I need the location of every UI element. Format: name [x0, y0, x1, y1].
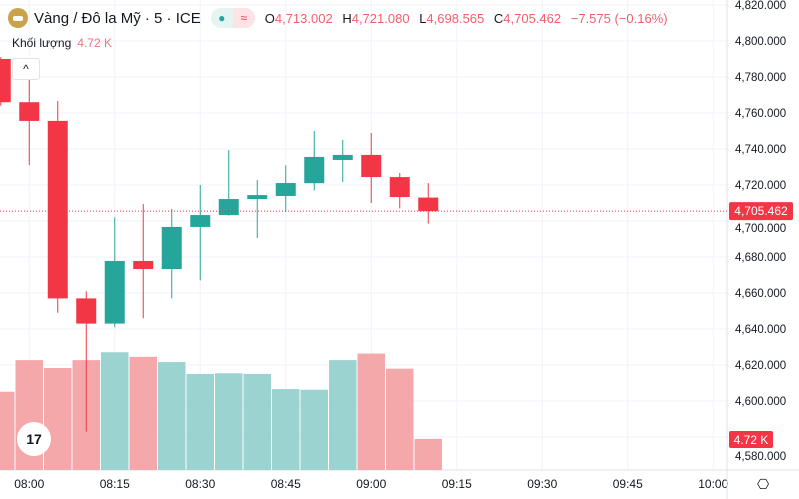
volume-bar — [357, 353, 385, 470]
y-tick-label: 4,700.000 — [735, 223, 786, 235]
candle-body — [104, 260, 125, 324]
candle-body — [304, 156, 325, 184]
volume-bar — [0, 391, 15, 470]
volume-bar — [272, 389, 300, 470]
volume-bar — [129, 356, 157, 470]
last-volume-badge — [729, 431, 773, 448]
volume-bar — [329, 360, 357, 470]
candle-body — [47, 120, 68, 299]
symbol-title[interactable]: Vàng / Đô la Mỹ · 5 · ICE — [34, 9, 201, 27]
x-tick-label: 08:30 — [185, 477, 215, 491]
low-value: 4,698.565 — [426, 10, 485, 26]
volume-bar — [243, 373, 271, 470]
candle-body — [0, 59, 11, 103]
y-tick-label: 4,600.000 — [735, 396, 786, 408]
ohlc-values: O4,713.002 H4,721.080 L4,698.565 C4,705.… — [264, 10, 668, 26]
high-value: 4,721.080 — [351, 10, 410, 26]
close-value: 4,705.462 — [503, 10, 562, 26]
y-tick-label: 4,620.000 — [735, 360, 786, 372]
y-tick-label: 4,760.000 — [735, 108, 786, 120]
candle-body — [161, 226, 182, 270]
y-tick-label: 4,780.000 — [735, 72, 786, 84]
status-pills[interactable]: ● ≈ — [210, 8, 255, 28]
x-tick-label: 09:30 — [527, 477, 557, 491]
chart-legend: Vàng / Đô la Mỹ · 5 · ICE ● ≈ O4,713.002… — [8, 8, 674, 28]
volume-bar — [386, 368, 414, 470]
candle-body — [76, 298, 97, 324]
y-tick-label: 4,720.000 — [735, 180, 786, 192]
last-volume-label: 4.72 K — [734, 433, 769, 447]
tradingview-logo[interactable]: 17 — [17, 422, 51, 456]
volume-bar — [215, 373, 243, 470]
last-price-badge — [729, 202, 793, 221]
x-tick-label: 08:45 — [271, 477, 301, 491]
collapse-legend-button[interactable]: ^ — [12, 58, 40, 80]
volume-bar — [300, 389, 328, 470]
volume-bar — [44, 368, 72, 470]
volume-value: 4.72 K — [77, 36, 112, 50]
change-value: −7.575 (−0.16%) — [570, 10, 668, 26]
delayed-data-icon: ≈ — [232, 8, 255, 28]
market-open-icon: ● — [210, 8, 233, 28]
settings-icon[interactable]: ⎔ — [757, 476, 770, 492]
y-tick-label: 4,740.000 — [735, 144, 786, 156]
gold-symbol-icon — [8, 8, 28, 28]
x-tick-label: 09:00 — [356, 477, 386, 491]
x-tick-label: 08:15 — [100, 477, 130, 491]
y-tick-label: 4,660.000 — [735, 288, 786, 300]
open-value: 4,713.002 — [274, 10, 333, 26]
candle-body — [361, 154, 382, 178]
volume-bar — [158, 362, 186, 470]
last-price-label: 4,705.462 — [734, 204, 788, 218]
candle-body — [19, 102, 40, 121]
candle-body — [133, 260, 154, 270]
chevron-up-icon: ^ — [23, 62, 29, 76]
candle-body — [389, 177, 410, 198]
x-tick-label: 08:00 — [14, 477, 44, 491]
volume-bar — [186, 373, 214, 470]
candle-body — [418, 197, 439, 212]
candle-body — [190, 215, 211, 227]
candle-body — [275, 183, 296, 196]
y-tick-label: 4,680.000 — [735, 252, 786, 264]
candle-body — [332, 154, 353, 160]
y-tick-label: 4,640.000 — [735, 324, 786, 336]
volume-bar — [101, 352, 129, 470]
y-tick-label: 4,580.000 — [735, 451, 786, 463]
candle-body — [218, 199, 239, 216]
volume-bar — [414, 438, 442, 470]
x-tick-label: 10:00 — [698, 477, 728, 491]
volume-label: Khối lượng — [12, 36, 72, 50]
volume-legend: Khối lượng 4.72 K — [12, 36, 112, 50]
y-tick-label: 4,800.000 — [735, 36, 786, 48]
candle-body — [247, 195, 268, 200]
y-tick-label: 4,820.000 — [735, 0, 786, 12]
x-tick-label: 09:15 — [442, 477, 472, 491]
x-tick-label: 09:45 — [613, 477, 643, 491]
